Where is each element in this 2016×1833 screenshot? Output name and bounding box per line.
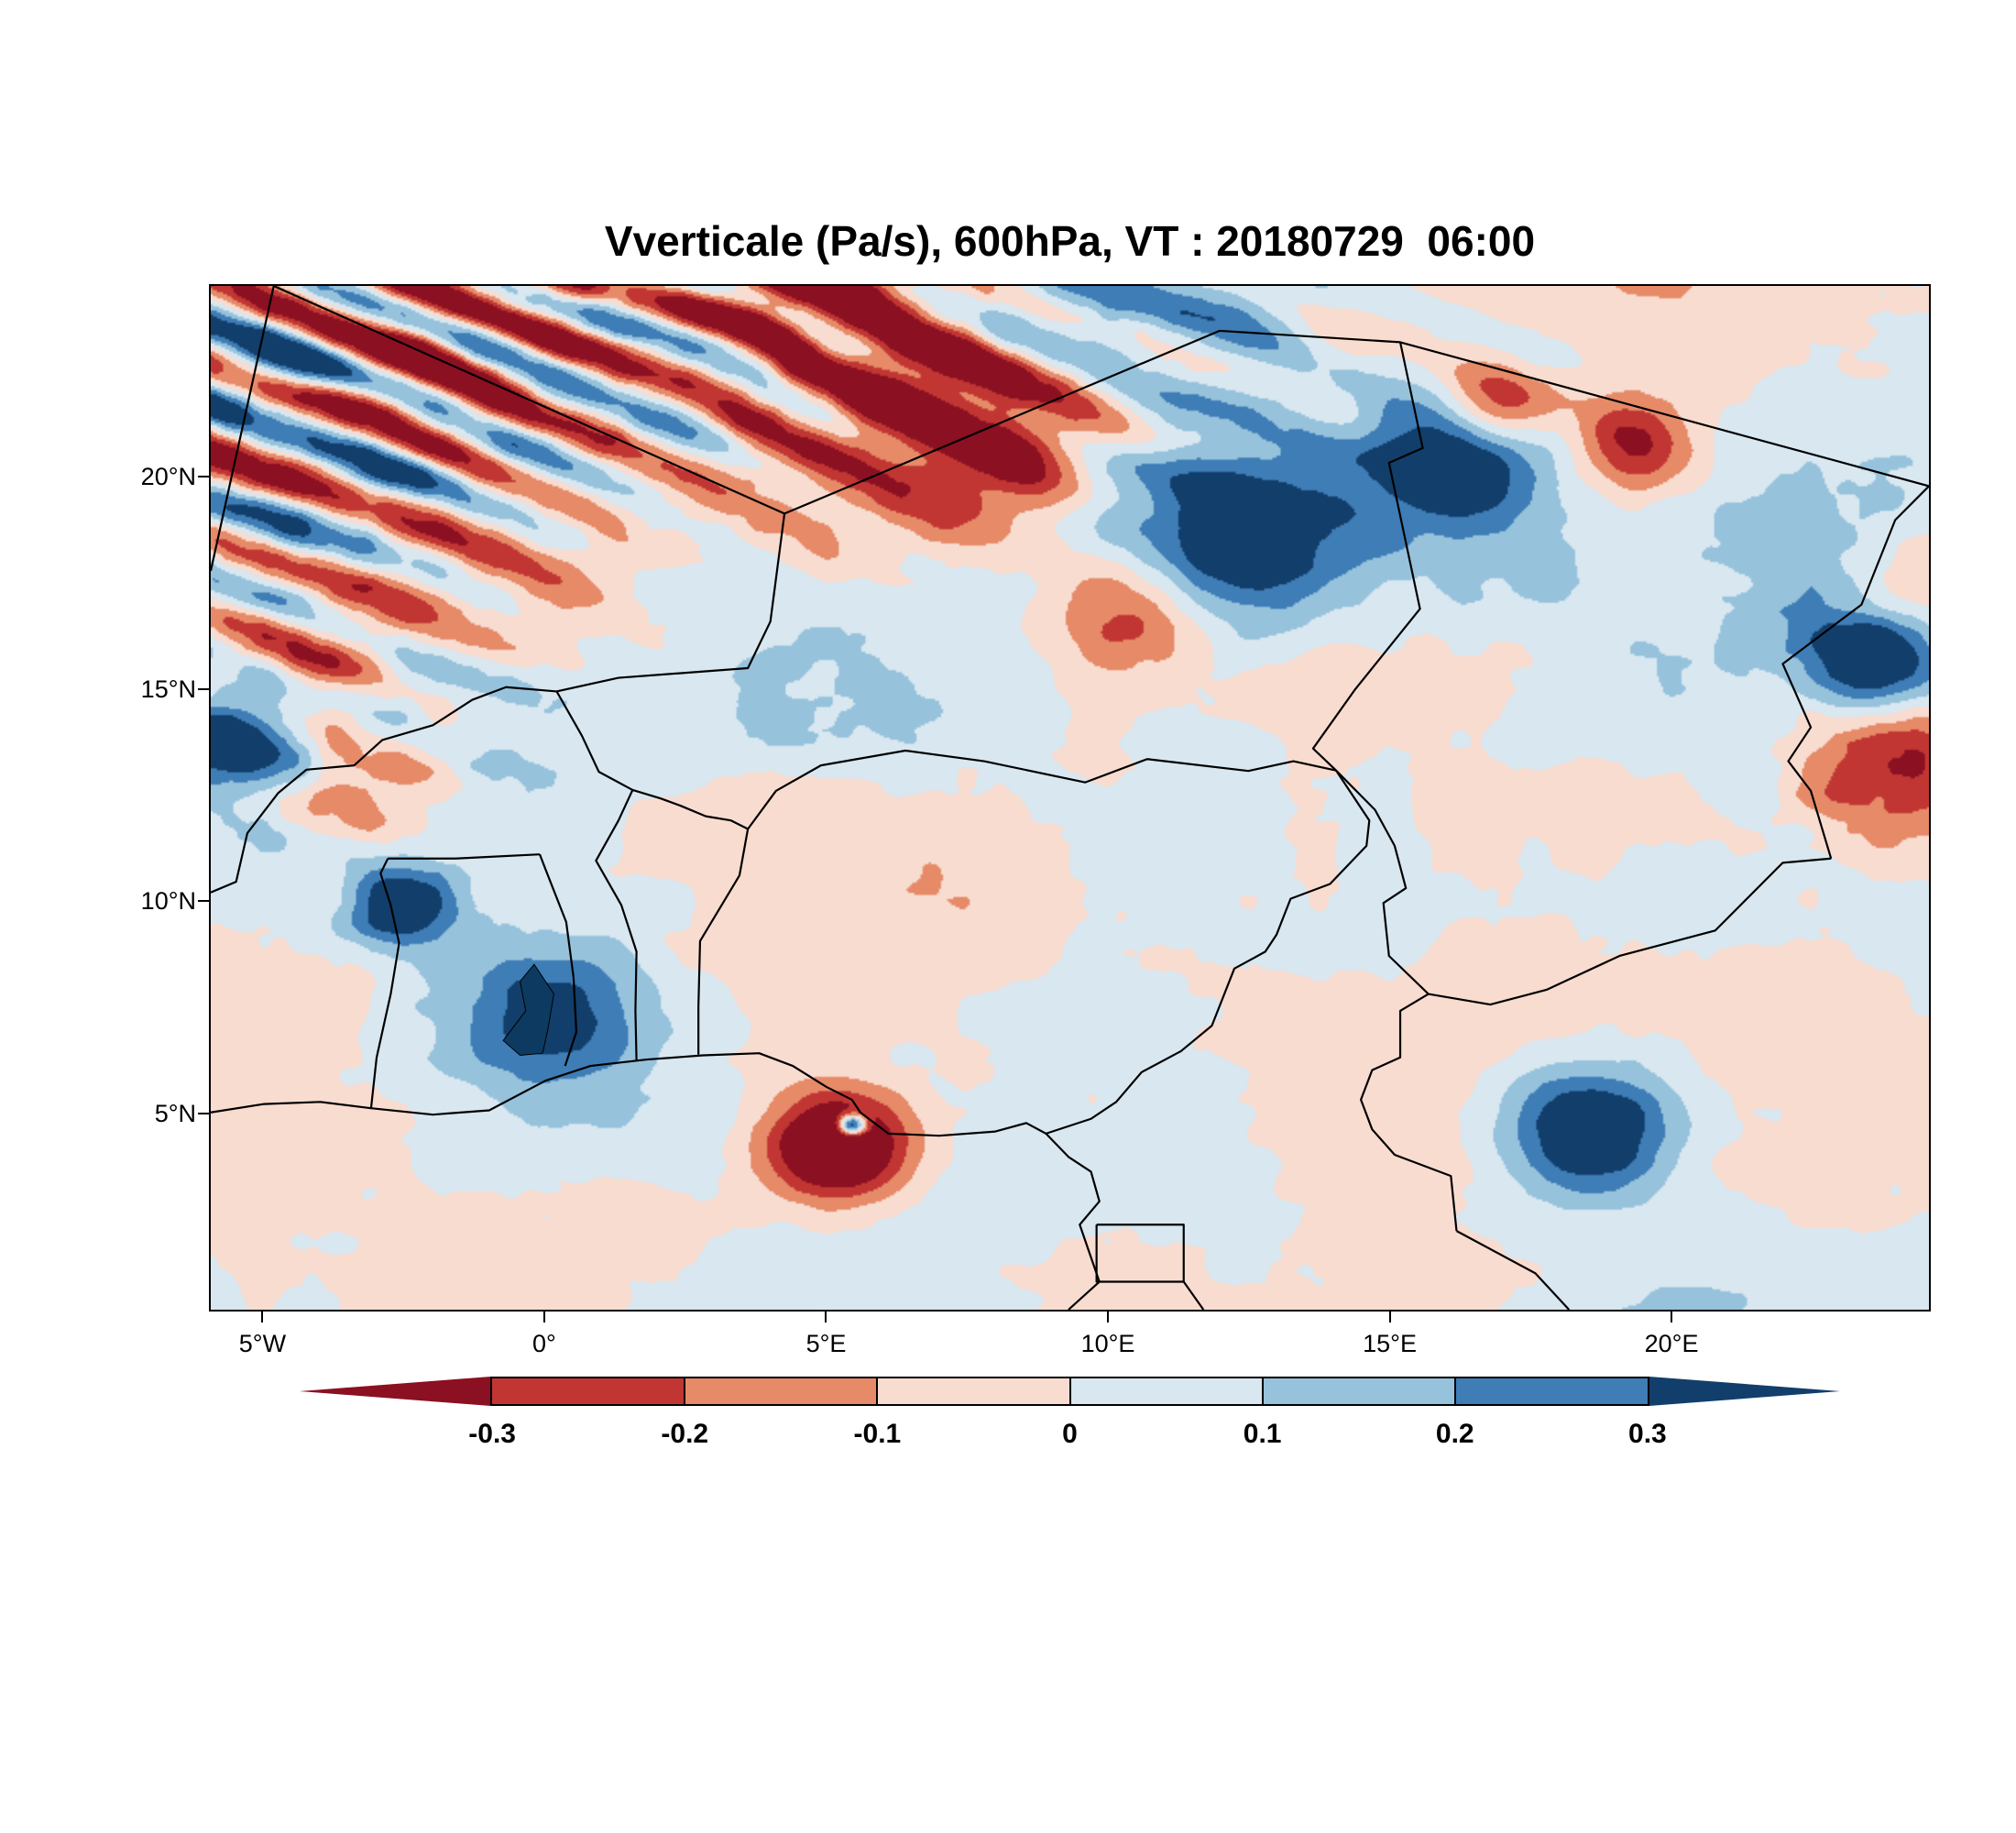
x-axis-tick-label: 5°W <box>238 1330 287 1357</box>
y-axis-tick-mark <box>198 475 209 477</box>
border-burkina-niger <box>555 690 749 830</box>
colorbar-tick-label: -0.1 <box>853 1419 902 1449</box>
x-axis-tick-label: 20°E <box>1644 1330 1699 1357</box>
colorbar-tick-label: -0.3 <box>468 1419 516 1449</box>
y-axis-tick-label: 20°N <box>140 462 196 490</box>
border-eq-guinea <box>1095 1224 1185 1283</box>
border-mauritania-mali <box>211 286 275 572</box>
lake-volta <box>502 963 554 1057</box>
x-axis-tick-mark <box>1388 1312 1391 1323</box>
border-algeria-niger-libya-chad <box>783 329 1929 515</box>
border-nigeria-cameroon <box>1046 770 1371 1135</box>
border-mali-algeria <box>273 286 785 515</box>
border-niger-chad <box>1311 342 1424 772</box>
colorbar-segment <box>1649 1377 1840 1406</box>
colorbar-tick-label: 0.3 <box>1628 1419 1667 1449</box>
y-axis-tick-label: 5°N <box>154 1100 196 1128</box>
y-axis-tick-label: 10°N <box>140 887 196 916</box>
x-axis-tick-label: 15°E <box>1363 1330 1417 1357</box>
country-borders-overlay <box>211 286 1929 1310</box>
colorbar-segment <box>1068 1377 1262 1406</box>
y-axis-tick-mark <box>198 900 209 903</box>
colorbar-segment <box>1261 1377 1455 1406</box>
border-cameroon-car <box>1360 993 1458 1232</box>
border-gabon-congo <box>1182 1280 1205 1310</box>
colorbar-segment <box>490 1377 684 1406</box>
x-axis-tick-label: 10°E <box>1080 1330 1135 1357</box>
x-axis-tick-label: 0° <box>532 1330 556 1357</box>
colorbar-tick-label: 0 <box>1062 1419 1078 1449</box>
colorbar-segment <box>876 1377 1069 1406</box>
colorbar-tick-labels: -0.3 -0.2 -0.1 0 0.1 0.2 0.3 <box>0 1419 2016 1459</box>
colorbar-segment <box>683 1377 877 1406</box>
x-axis-tick-mark <box>261 1312 264 1323</box>
x-axis-tick-mark <box>825 1312 827 1323</box>
map-plot-area <box>209 284 1931 1312</box>
border-benin-nigeria <box>697 829 750 1055</box>
y-axis-tick-label: 15°N <box>140 675 196 703</box>
colorbar-tick-label: 0.1 <box>1243 1419 1282 1449</box>
border-chad-sudan <box>1781 485 1929 860</box>
colorbar <box>300 1377 1840 1406</box>
border-burkina-ghana <box>388 853 541 860</box>
vertical-velocity-field-canvas <box>211 286 1929 1310</box>
colorbar-segment <box>300 1377 491 1406</box>
x-axis-tick-mark <box>542 1312 545 1323</box>
border-niger-nigeria <box>747 749 1337 830</box>
colorbar-tick-label: 0.2 <box>1435 1419 1474 1449</box>
border-congo-car <box>1455 1230 1571 1310</box>
x-axis-tick-label: 5°E <box>805 1330 847 1357</box>
border-ghana-togo <box>539 853 578 1067</box>
border-chad-cameroon-car <box>1335 769 1832 1006</box>
border-coastline <box>211 1052 1101 1310</box>
chart-title: Vverticale (Pa/s), 600hPa, VT : 20180729… <box>604 217 1536 265</box>
border-togo-benin <box>595 789 638 1061</box>
border-cotedivoire-ghana <box>369 858 400 1109</box>
colorbar-tick-label: -0.2 <box>661 1419 709 1449</box>
x-axis-tick-mark <box>1671 1312 1673 1323</box>
border-mali-niger-burkina <box>211 513 786 894</box>
x-axis-tick-mark <box>1107 1312 1110 1323</box>
y-axis-tick-mark <box>198 1113 209 1115</box>
y-axis-tick-mark <box>198 687 209 690</box>
colorbar-segment <box>1454 1377 1649 1406</box>
